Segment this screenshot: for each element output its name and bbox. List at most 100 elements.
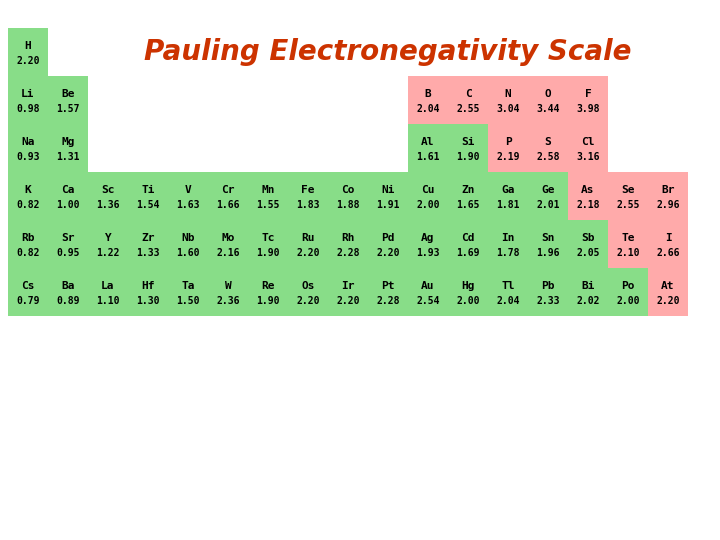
Bar [568, 124, 608, 172]
Bar [488, 76, 528, 124]
Bar [168, 220, 208, 268]
Text: 0.82: 0.82 [17, 200, 40, 210]
Text: Te: Te [621, 233, 635, 243]
Bar [48, 268, 88, 316]
Text: Rb: Rb [22, 233, 35, 243]
Bar [288, 220, 328, 268]
Text: 2.20: 2.20 [17, 56, 40, 66]
Text: 2.02: 2.02 [576, 295, 600, 306]
Text: 1.60: 1.60 [176, 248, 199, 258]
Text: 2.20: 2.20 [656, 295, 680, 306]
Bar [448, 220, 488, 268]
Text: 2.04: 2.04 [496, 295, 520, 306]
Text: 2.66: 2.66 [656, 248, 680, 258]
Text: 3.16: 3.16 [576, 152, 600, 161]
Text: 3.04: 3.04 [496, 104, 520, 113]
Text: 1.69: 1.69 [456, 248, 480, 258]
Text: Ga: Ga [501, 185, 515, 195]
Bar [648, 172, 688, 220]
Text: 2.00: 2.00 [416, 200, 440, 210]
Text: 2.55: 2.55 [456, 104, 480, 113]
Text: 3.98: 3.98 [576, 104, 600, 113]
Text: 2.20: 2.20 [336, 295, 360, 306]
Text: Y: Y [104, 233, 112, 243]
Text: Ni: Ni [382, 185, 395, 195]
Text: 1.22: 1.22 [96, 248, 120, 258]
Text: 1.55: 1.55 [256, 200, 280, 210]
Bar [448, 124, 488, 172]
Bar [528, 220, 568, 268]
Text: Mn: Mn [261, 185, 275, 195]
Text: Tl: Tl [501, 281, 515, 291]
Text: Cl: Cl [581, 137, 595, 147]
Text: 1.00: 1.00 [56, 200, 80, 210]
Bar [48, 172, 88, 220]
Text: H: H [24, 40, 32, 51]
Text: 2.18: 2.18 [576, 200, 600, 210]
Text: Cr: Cr [221, 185, 235, 195]
Text: 2.96: 2.96 [656, 200, 680, 210]
Bar [408, 172, 448, 220]
Text: 2.20: 2.20 [296, 295, 320, 306]
Text: Na: Na [22, 137, 35, 147]
Text: Os: Os [301, 281, 315, 291]
Text: La: La [102, 281, 114, 291]
Bar [568, 220, 608, 268]
Text: 2.36: 2.36 [216, 295, 240, 306]
Text: Be: Be [61, 89, 75, 99]
Text: Ti: Ti [141, 185, 155, 195]
Text: Nb: Nb [181, 233, 194, 243]
Text: Hf: Hf [141, 281, 155, 291]
Bar [8, 172, 48, 220]
Text: 2.16: 2.16 [216, 248, 240, 258]
Bar [568, 268, 608, 316]
Text: P: P [505, 137, 511, 147]
Text: 0.82: 0.82 [17, 248, 40, 258]
Text: Zn: Zn [462, 185, 474, 195]
Text: K: K [24, 185, 32, 195]
Text: 1.93: 1.93 [416, 248, 440, 258]
Bar [288, 172, 328, 220]
Text: O: O [544, 89, 552, 99]
Text: 0.89: 0.89 [56, 295, 80, 306]
Text: Mo: Mo [221, 233, 235, 243]
Bar [648, 220, 688, 268]
Bar [528, 76, 568, 124]
Bar [368, 220, 408, 268]
Text: 0.79: 0.79 [17, 295, 40, 306]
Bar [408, 268, 448, 316]
Text: 2.28: 2.28 [377, 295, 400, 306]
Text: Sn: Sn [541, 233, 554, 243]
Text: 1.81: 1.81 [496, 200, 520, 210]
Bar [8, 124, 48, 172]
Text: 2.54: 2.54 [416, 295, 440, 306]
Text: 2.20: 2.20 [296, 248, 320, 258]
Text: Sc: Sc [102, 185, 114, 195]
Text: C: C [464, 89, 472, 99]
Text: Pb: Pb [541, 281, 554, 291]
Bar [448, 268, 488, 316]
Bar [248, 172, 288, 220]
Bar [328, 172, 368, 220]
Text: Rh: Rh [341, 233, 355, 243]
Text: Cs: Cs [22, 281, 35, 291]
Text: 1.63: 1.63 [176, 200, 199, 210]
Text: 1.65: 1.65 [456, 200, 480, 210]
Text: 2.01: 2.01 [536, 200, 559, 210]
Bar [208, 268, 248, 316]
Text: Pauling Electronegativity Scale: Pauling Electronegativity Scale [144, 38, 631, 66]
Bar [568, 172, 608, 220]
Text: Se: Se [621, 185, 635, 195]
Text: Al: Al [421, 137, 435, 147]
Bar [8, 220, 48, 268]
Text: V: V [184, 185, 192, 195]
Text: 1.83: 1.83 [296, 200, 320, 210]
Text: Cu: Cu [421, 185, 435, 195]
Text: S: S [544, 137, 552, 147]
Bar [368, 172, 408, 220]
Text: 1.10: 1.10 [96, 295, 120, 306]
Text: F: F [585, 89, 591, 99]
Text: Au: Au [421, 281, 435, 291]
Text: Ta: Ta [181, 281, 194, 291]
Bar [488, 220, 528, 268]
